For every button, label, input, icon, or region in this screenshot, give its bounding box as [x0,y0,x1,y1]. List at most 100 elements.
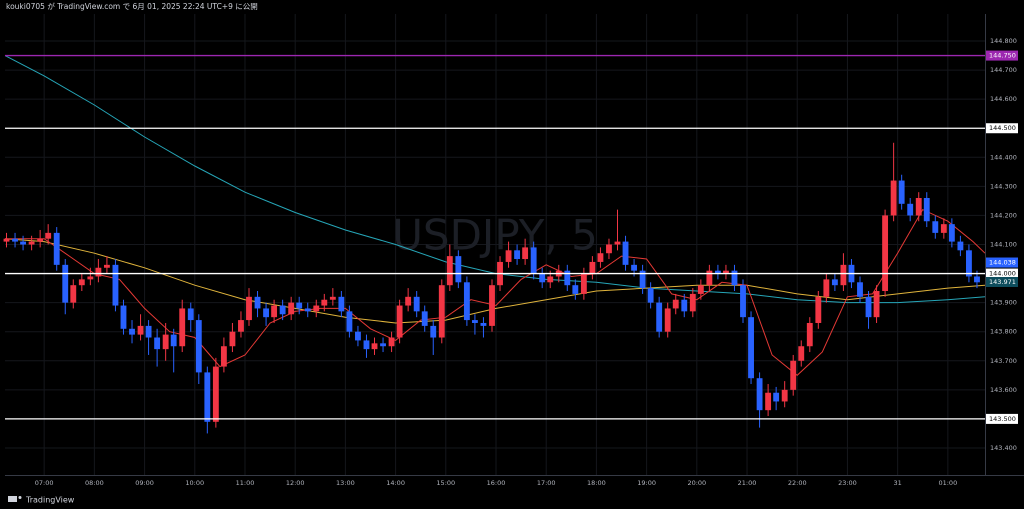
candle-body [438,285,445,338]
candle-body [45,232,52,239]
candle-body [923,197,930,222]
candle-body [514,250,521,260]
candle-body [622,241,629,265]
footer-logo: TradingView [8,496,75,505]
x-tick-label: 15:00 [436,479,455,487]
x-tick-label: 18:00 [587,479,606,487]
x-tick-label: 16:00 [487,479,506,487]
y-tick-label: 144.200 [990,211,1017,219]
candle-body [271,305,278,318]
candle-body [430,325,437,338]
moving-average-line [5,208,986,376]
candle-body [915,197,922,216]
candle-body [823,279,830,297]
candle-body [137,325,144,335]
x-tick-label: 09:00 [135,479,154,487]
x-tick-label: 20:00 [687,479,706,487]
candle-body [656,302,663,332]
candle-body [957,241,964,251]
candle-body [597,253,604,262]
candle-body [455,256,462,283]
price-marker-bg [986,257,1018,268]
candle-body [220,346,227,367]
candle-body [53,232,60,265]
level-label-bg [986,413,1018,424]
candle-body [187,308,194,321]
candle-body [580,273,587,294]
candle-body [840,264,847,286]
y-tick-label: 143.900 [990,299,1017,307]
candle-body [154,337,161,350]
candle-body [62,264,69,303]
candle-body [572,285,579,294]
candle-body [405,296,412,306]
candle-body [254,296,261,309]
candle-body [539,273,546,283]
candle-body [756,378,763,411]
candle-body [471,320,478,323]
candle-body [940,224,947,233]
candle-body [966,250,972,277]
candle-body [162,334,169,350]
x-tick-label: 14:00 [386,479,405,487]
y-tick-label: 144.100 [990,241,1017,249]
candle-body [37,238,44,242]
candle-body [547,276,554,283]
level-label: 144.750 [989,52,1016,60]
candle-body [773,392,780,402]
candle-body [263,308,269,318]
candle-body [831,279,838,286]
y-tick-label: 144.600 [990,95,1017,103]
y-tick-label: 143.400 [990,444,1017,452]
level-label-bg [986,268,1018,279]
x-tick-label: 07:00 [35,479,54,487]
y-tick-label: 143.700 [990,357,1017,365]
candle-body [948,224,955,242]
candle-body [195,320,202,373]
candle-body [740,285,746,318]
candle-body [781,389,788,402]
candle-body [170,334,177,347]
plot [3,54,986,434]
candle-body [564,270,571,286]
y-tick-label: 143.600 [990,386,1017,394]
price-marker-label: 144.038 [989,259,1016,267]
candle-body [313,305,320,312]
candle-body [120,305,127,329]
x-tick-label: 17:00 [537,479,556,487]
logo-mark [8,496,17,502]
candle-body [765,392,772,411]
candle-body [346,311,353,332]
candle-body [798,346,805,361]
candle-body [380,343,386,347]
candle-body [463,282,470,321]
candle-body [388,337,395,347]
candle-body [681,299,688,312]
candle-body [129,328,135,335]
level-label-bg [986,123,1018,134]
candle-body [806,322,813,347]
candle-body [204,372,211,422]
level-label: 144.500 [989,124,1016,132]
x-tick-label: 01:00 [938,479,957,487]
x-tick-label: 21:00 [738,479,757,487]
x-tick-label: 12:00 [286,479,305,487]
candle-body [664,308,671,332]
y-tick-label: 143.800 [990,328,1017,336]
candle-body [706,270,713,286]
y-tick-label: 144.700 [990,66,1017,74]
candle-body [606,244,612,254]
candle-body [95,267,102,277]
x-tick-label: 31 [894,479,902,487]
header-title: kouki0705 が TradingView.com で 6月 01, 202… [6,1,258,11]
watermark: USDJPY, 5 [392,211,598,260]
candle-body [790,360,797,390]
candle-body [890,180,897,216]
candle-body [103,264,110,268]
footer-brand: TradingView [25,496,75,505]
candle-body [28,241,35,245]
candle-body [321,299,328,306]
candle-body [363,340,370,350]
candle-body [70,285,77,303]
